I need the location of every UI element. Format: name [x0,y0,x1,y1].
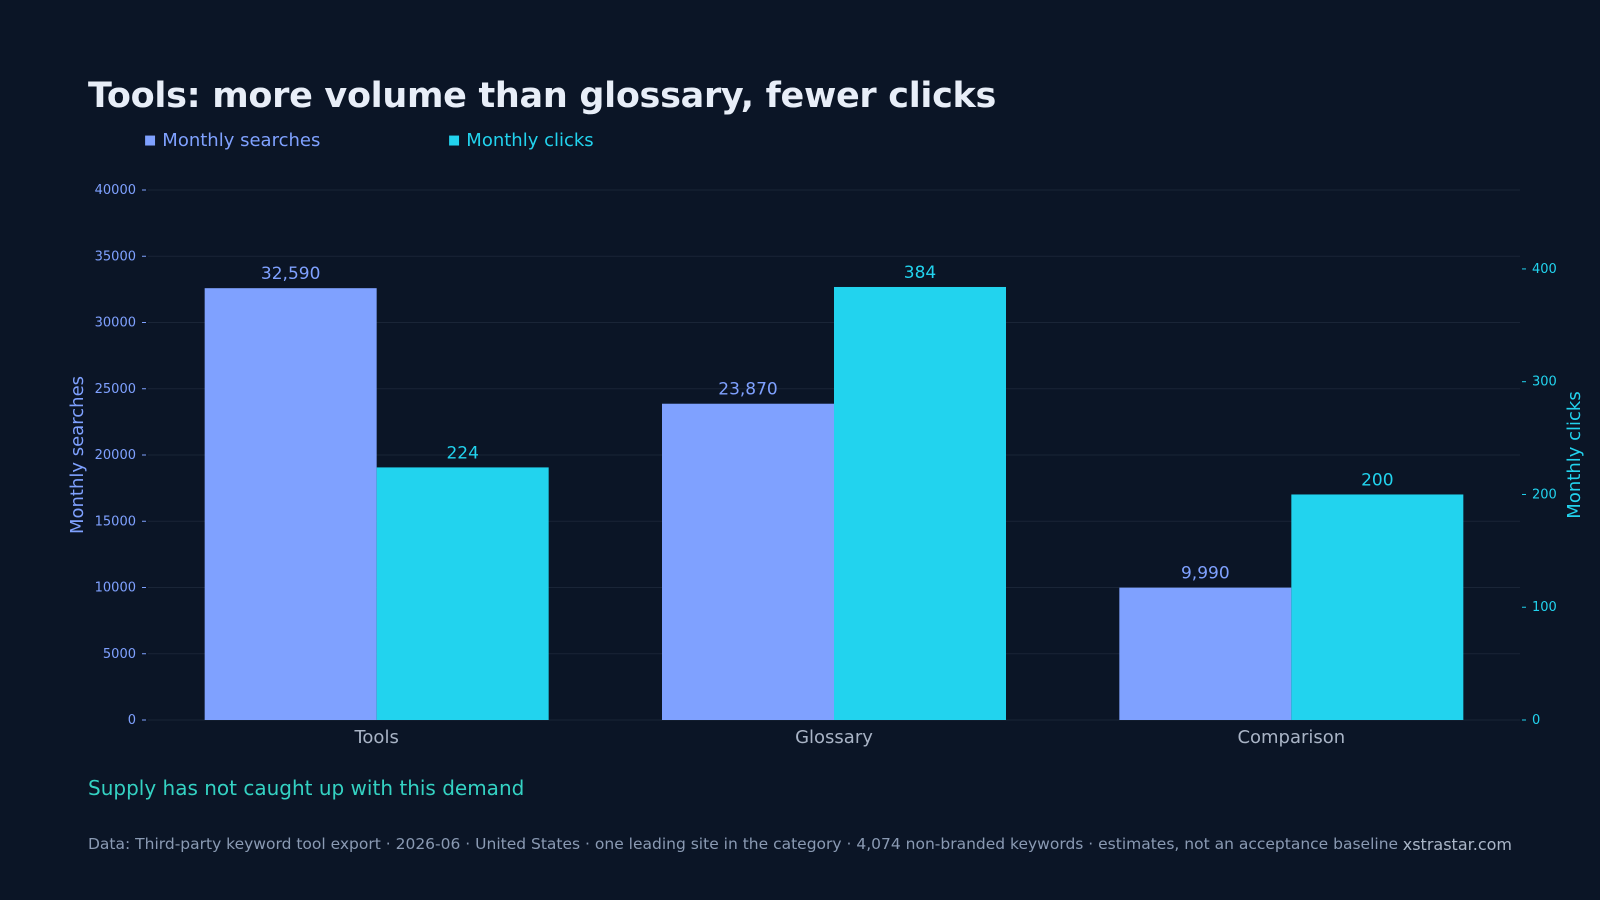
data-label-searches: 23,870 [718,380,777,400]
y-left-tick-label: 25000 [95,382,136,397]
y-left-tick-label: 40000 [95,183,136,198]
bar-clicks [376,467,549,720]
y-left-tick-label: 30000 [95,316,136,331]
y-right-tick-label: 0 [1532,713,1540,728]
y-right-tick-label: 100 [1532,600,1557,615]
bar-searches [662,403,834,720]
y-left-tick-label: 5000 [103,647,136,662]
y-left-tick-label: 10000 [95,581,136,596]
legend-swatch: ■ [144,133,157,148]
y-right-axis-label: Monthly clicks [1564,391,1585,518]
y-left-tick-label: 0 [128,713,136,728]
y-left-tick-label: 15000 [95,514,136,529]
bar-clicks [1291,494,1464,720]
chart-title: Tools: more volume than glossary, fewer … [88,76,997,116]
data-label-clicks: 200 [1361,470,1393,490]
x-tick-label: Tools [353,727,398,748]
y-right-tick-label: 400 [1532,262,1557,277]
data-label-clicks: 384 [904,263,936,283]
data-label-clicks: 224 [446,443,478,463]
legend-item-clicks: ■ Monthly clicks [448,130,594,151]
footer-brand: xstrastar.com [1402,835,1512,854]
legend-label: Monthly clicks [466,130,594,151]
legend-swatch: ■ [448,133,461,148]
bar-clicks [834,286,1006,720]
legend-label: Monthly searches [162,130,321,151]
x-tick-label: Comparison [1237,727,1345,748]
legend-item-searches: ■ Monthly searches [144,130,320,151]
bar-searches [1119,587,1292,720]
bar-searches [204,288,377,720]
footer-source: Data: Third-party keyword tool export · … [88,835,1399,853]
y-right-tick-label: 300 [1532,375,1557,390]
data-label-searches: 9,990 [1181,564,1230,584]
y-left-axis-label: Monthly searches [67,376,88,534]
data-label-searches: 32,590 [261,264,320,284]
x-tick-label: Glossary [795,727,873,748]
chart-subtitle: Supply has not caught up with this deman… [88,776,525,800]
y-left-tick-label: 20000 [95,448,136,463]
y-left-tick-label: 35000 [95,249,136,264]
y-right-tick-label: 200 [1532,487,1557,502]
